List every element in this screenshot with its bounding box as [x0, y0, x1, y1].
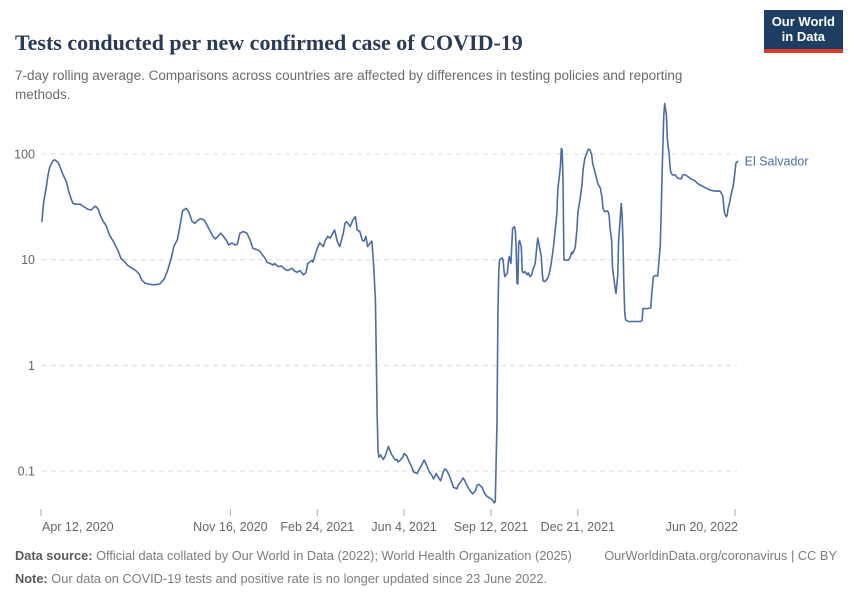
datasource-text: Official data collated by Our World in D… [92, 548, 572, 563]
page-title: Tests conducted per new confirmed case o… [15, 29, 523, 55]
y-axis-tick-label: 0.1 [18, 465, 35, 479]
x-axis-tick-label: Dec 21, 2021 [541, 520, 615, 534]
note-line: Note: Our data on COVID-19 tests and pos… [15, 567, 837, 590]
chart-subtitle: 7-day rolling average. Comparisons acros… [15, 67, 683, 102]
note-text: Our data on COVID-19 tests and positive … [47, 571, 548, 587]
chart-footer: Data source: Official data collated by O… [15, 544, 837, 590]
x-axis-tick-label: Apr 12, 2020 [42, 520, 114, 534]
datasource-line: Data source: Official data collated by O… [15, 544, 837, 567]
series-label: El Salvador [745, 154, 809, 168]
y-axis-tick-label: 10 [21, 253, 35, 267]
owid-link[interactable]: OurWorldinData.org/coronavirus | CC BY [604, 548, 837, 563]
x-axis-tick-label: Feb 24, 2021 [280, 520, 354, 534]
x-axis-tick-label: Sep 12, 2021 [454, 520, 528, 534]
x-axis-tick-label: Jun 4, 2021 [371, 520, 436, 534]
x-axis-tick-label: Jun 20, 2022 [666, 520, 738, 534]
owid-logo-line2: in Data [781, 28, 826, 44]
x-axis-tick-label: Nov 16, 2020 [193, 520, 267, 534]
y-axis-tick-label: 1 [28, 359, 35, 373]
owid-logo: Our World in Data [763, 10, 843, 53]
datasource-label: Data source: [15, 548, 93, 563]
y-axis-tick-label: 100 [14, 148, 35, 162]
line-el-salvador [41, 102, 739, 504]
owid-logo-line1: Our World [771, 14, 835, 29]
note-label: Note: [15, 571, 48, 587]
